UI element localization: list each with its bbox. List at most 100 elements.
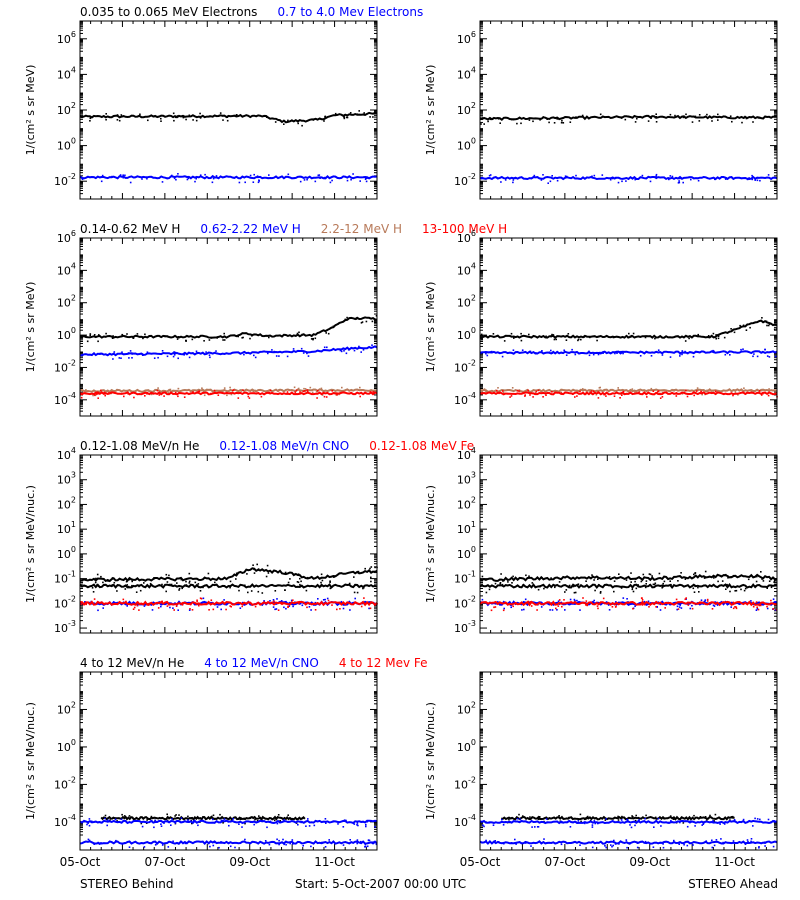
data-point: [363, 586, 365, 589]
data-point: [535, 390, 538, 393]
data-point: [279, 820, 281, 822]
data-point: [250, 590, 253, 592]
data-point: [491, 118, 494, 120]
data-point: [241, 337, 243, 339]
data-point: [531, 582, 534, 584]
data-point: [619, 397, 621, 399]
data-point: [732, 351, 735, 354]
data-point: [681, 350, 684, 352]
data-point: [306, 606, 308, 609]
data-point: [661, 391, 664, 394]
y-tick-label: 100: [57, 738, 76, 754]
data-point: [537, 818, 540, 821]
data-point: [105, 113, 107, 115]
data-point: [294, 391, 296, 393]
data-point: [655, 173, 658, 176]
data-point: [314, 609, 317, 611]
data-point: [141, 178, 143, 180]
data-point: [249, 174, 252, 177]
data-point: [565, 339, 568, 341]
data-point: [140, 822, 143, 825]
data-point: [611, 845, 613, 848]
data-point: [199, 174, 202, 176]
data-point: [760, 571, 762, 573]
y-tick-label: 102: [57, 495, 76, 511]
data-point: [539, 119, 541, 121]
data-point: [534, 392, 537, 394]
data-point: [715, 839, 718, 841]
data-point: [557, 600, 560, 602]
data-point: [133, 176, 136, 179]
data-point: [176, 817, 179, 819]
data-point: [620, 350, 622, 353]
data-point: [302, 390, 305, 393]
data-point: [698, 114, 701, 116]
data-point: [604, 819, 607, 821]
data-point: [723, 574, 726, 576]
data-point: [617, 819, 620, 821]
data-point: [599, 592, 602, 594]
data-point: [226, 116, 229, 118]
y-tick-label: 10-2: [54, 594, 76, 610]
data-point: [208, 115, 211, 117]
data-point: [208, 354, 211, 356]
data-point: [89, 120, 91, 122]
data-point: [628, 843, 631, 845]
data-point: [211, 818, 214, 821]
data-point: [561, 119, 563, 122]
data-point: [177, 609, 179, 611]
data-point: [365, 177, 367, 179]
data-point: [759, 179, 761, 182]
data-point: [556, 179, 559, 182]
series-label: 0.12-1.08 MeV Fe: [369, 439, 474, 453]
data-point: [516, 817, 519, 820]
data-point: [755, 585, 757, 587]
data-point: [332, 821, 334, 823]
data-point: [521, 609, 523, 611]
data-point: [132, 337, 135, 339]
data-point: [99, 352, 101, 355]
data-point: [730, 328, 732, 330]
data-point: [625, 839, 628, 841]
data-point: [331, 604, 333, 606]
data-point: [700, 390, 702, 393]
data-point: [527, 389, 529, 392]
data-point: [563, 349, 565, 352]
plot-frame: [479, 20, 778, 200]
data-point: [541, 350, 543, 352]
data-point: [254, 389, 257, 392]
data-point: [136, 333, 139, 335]
data-point: [679, 604, 681, 606]
data-point: [120, 357, 122, 359]
data-point: [659, 392, 661, 395]
data-point: [147, 119, 149, 122]
data-point: [326, 597, 329, 600]
data-point: [237, 335, 239, 338]
data-point: [680, 607, 683, 609]
data-point: [766, 324, 768, 327]
data-point: [219, 390, 221, 392]
data-point: [185, 339, 187, 342]
data-point: [772, 598, 775, 600]
data-point: [629, 824, 631, 826]
data-point: [681, 393, 684, 395]
y-tick-label: 102: [457, 495, 476, 511]
data-point: [308, 825, 311, 827]
data-point: [614, 843, 617, 845]
data-point: [520, 339, 523, 342]
data-point: [670, 820, 672, 822]
data-point: [702, 823, 705, 825]
series-line: [80, 600, 378, 607]
data-point: [589, 336, 591, 339]
data-point: [704, 570, 707, 573]
data-point: [683, 843, 685, 846]
data-point: [551, 333, 553, 336]
data-point: [195, 391, 198, 394]
data-point: [697, 586, 699, 589]
data-point: [203, 600, 206, 603]
data-point: [244, 584, 246, 587]
data-point: [143, 846, 146, 848]
data-point: [550, 349, 552, 352]
